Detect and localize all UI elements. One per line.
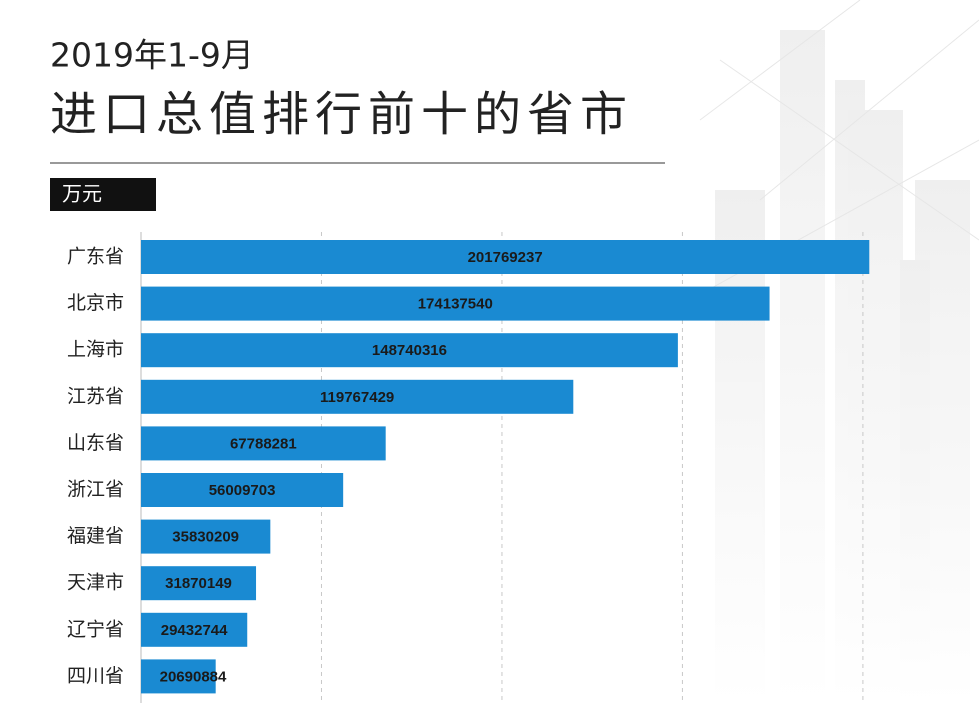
category-label: 天津市 [67, 572, 124, 594]
category-label: 北京市 [67, 292, 124, 314]
bar [141, 566, 257, 601]
value-label: 67788281 [230, 435, 297, 452]
value-label: 35830209 [172, 529, 239, 546]
unit-box [50, 178, 156, 211]
category-label: 福建省 [67, 525, 124, 547]
value-label: 31870149 [165, 575, 232, 592]
category-label: 广东省 [67, 246, 124, 268]
category-label: 江苏省 [67, 385, 124, 407]
value-label: 56009703 [209, 482, 276, 499]
category-label: 浙江省 [67, 479, 124, 501]
bar [141, 426, 386, 461]
category-label: 辽宁省 [67, 618, 124, 640]
bar [141, 519, 271, 554]
value-label: 148740316 [372, 342, 447, 359]
value-label: 29432744 [161, 622, 228, 639]
skyline-decoration [689, 0, 979, 703]
bar [141, 286, 770, 321]
unit-label: 万元 [62, 182, 102, 206]
bar [141, 612, 248, 647]
bar [141, 333, 678, 368]
bar [141, 659, 216, 694]
bar [141, 473, 344, 507]
chart-subtitle: 进口总值排行前十的省市 [50, 88, 633, 143]
bar [141, 379, 574, 414]
category-label: 四川省 [67, 665, 124, 687]
chart-title: 2019年1-9月 [50, 36, 254, 75]
bar [141, 240, 870, 274]
value-label: 20690884 [160, 668, 227, 685]
value-label: 119767429 [320, 389, 394, 406]
category-label: 上海市 [67, 339, 124, 361]
value-label: 201769237 [468, 249, 543, 266]
category-label: 山东省 [67, 432, 124, 454]
value-label: 174137540 [418, 296, 493, 313]
